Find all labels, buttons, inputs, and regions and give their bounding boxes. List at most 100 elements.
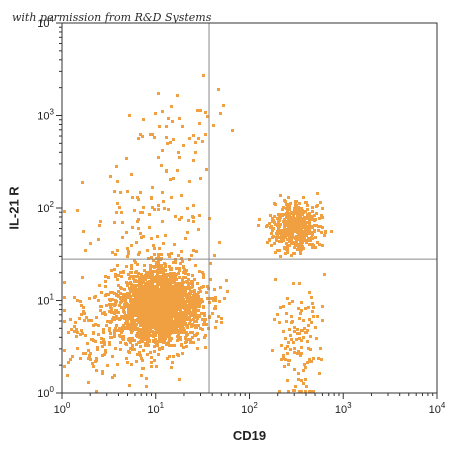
event-dot	[302, 319, 305, 322]
event-dot	[138, 351, 141, 354]
event-dot	[293, 246, 296, 249]
event-dot	[189, 300, 192, 303]
event-dot	[296, 248, 299, 251]
event-dot	[160, 257, 163, 260]
tick-label: 102	[37, 200, 54, 215]
event-dot	[109, 299, 112, 302]
event-dot	[182, 293, 185, 296]
event-dot	[319, 225, 322, 228]
event-dot	[158, 336, 161, 339]
event-dot	[156, 269, 159, 272]
event-dot	[63, 349, 66, 352]
event-dot	[182, 276, 185, 279]
event-dot	[311, 243, 314, 246]
event-dot	[107, 276, 110, 279]
event-dot	[151, 287, 154, 290]
event-dot	[296, 352, 299, 355]
event-dot	[193, 289, 196, 292]
event-dot	[88, 354, 91, 357]
event-dot	[166, 299, 169, 302]
event-dot	[297, 243, 300, 246]
event-dot	[143, 329, 146, 332]
event-dot	[318, 243, 321, 246]
event-dot	[292, 227, 295, 230]
event-dot	[286, 379, 289, 382]
event-dot	[194, 151, 197, 154]
event-dot	[164, 290, 167, 293]
event-dot	[311, 390, 314, 393]
event-dot	[309, 335, 312, 338]
event-dot	[134, 279, 137, 282]
event-dot	[141, 211, 144, 214]
event-dot	[76, 331, 79, 334]
event-dot	[308, 239, 311, 242]
event-dot	[300, 379, 303, 382]
event-dot	[153, 350, 156, 353]
event-dot	[96, 346, 99, 349]
event-dot	[121, 221, 124, 224]
event-dot	[128, 317, 131, 320]
event-dot	[285, 242, 288, 245]
event-dot	[126, 318, 129, 321]
event-dot	[165, 276, 168, 279]
event-dot	[169, 332, 172, 335]
event-dot	[274, 251, 277, 254]
event-dot	[172, 293, 175, 296]
event-dot	[304, 390, 307, 393]
event-dot	[300, 229, 303, 232]
event-dot	[143, 275, 146, 278]
event-dot	[104, 275, 107, 278]
event-dot	[113, 332, 116, 335]
quadrant-gates	[62, 23, 437, 393]
event-dot	[276, 217, 279, 220]
event-dot	[271, 349, 274, 352]
event-dot	[81, 276, 84, 279]
event-dot	[304, 210, 307, 213]
event-dot	[86, 342, 89, 345]
event-dot	[145, 271, 148, 274]
event-dot	[277, 213, 280, 216]
tick-label: 101	[147, 401, 164, 416]
event-dot	[323, 234, 326, 237]
event-dot	[118, 206, 121, 209]
event-dot	[285, 223, 288, 226]
tick-label: 101	[37, 293, 54, 308]
event-dot	[155, 261, 158, 264]
event-dot	[188, 308, 191, 311]
event-dot	[156, 299, 159, 302]
event-dot	[117, 274, 120, 277]
event-dot	[273, 215, 276, 218]
event-dot	[106, 364, 109, 367]
event-dot	[138, 251, 141, 254]
event-dot	[160, 340, 163, 343]
event-dot	[156, 309, 159, 312]
event-dot	[188, 295, 191, 298]
event-dot	[168, 318, 171, 321]
event-dot	[144, 317, 147, 320]
event-dot	[301, 329, 304, 332]
event-dot	[311, 246, 314, 249]
event-dot	[170, 366, 173, 369]
event-dot	[161, 149, 164, 152]
event-dot	[205, 323, 208, 326]
event-dot	[180, 328, 183, 331]
event-dot	[294, 228, 297, 231]
event-dot	[197, 309, 200, 312]
event-dot	[150, 361, 153, 364]
event-dot	[158, 271, 161, 274]
event-dot	[125, 281, 128, 284]
event-dot	[130, 244, 133, 247]
event-dot	[313, 229, 316, 232]
event-dot	[299, 252, 302, 255]
event-dot	[280, 240, 283, 243]
event-dot	[157, 317, 160, 320]
event-dot	[116, 317, 119, 320]
event-dot	[149, 351, 152, 354]
event-dot	[180, 288, 183, 291]
event-dot	[283, 365, 286, 368]
event-dot	[89, 242, 92, 245]
event-dot	[151, 301, 154, 304]
event-dot	[164, 299, 167, 302]
event-dot	[269, 214, 272, 217]
event-dot	[129, 341, 132, 344]
